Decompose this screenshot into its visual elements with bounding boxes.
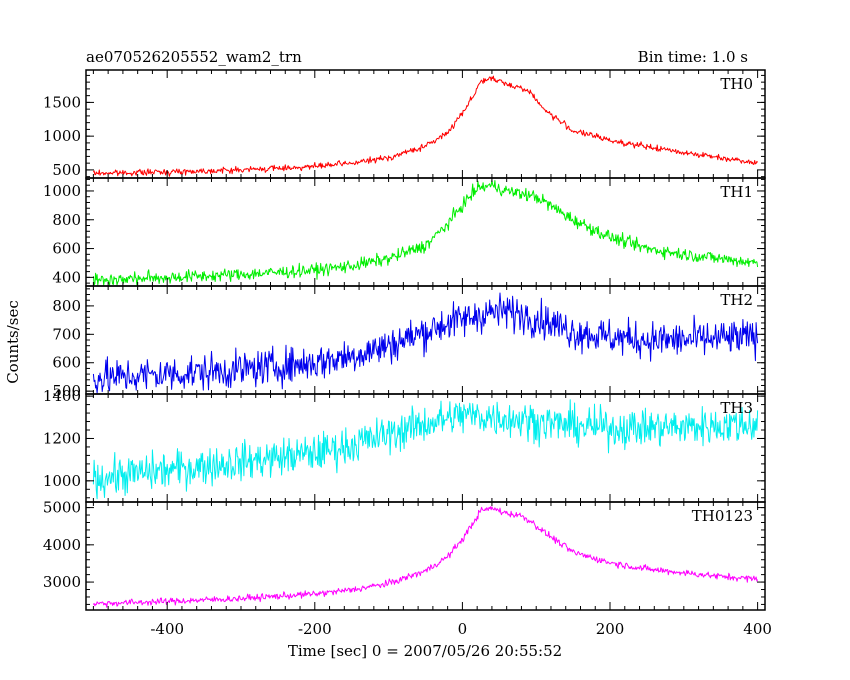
y-tick-label: 400: [52, 268, 81, 286]
y-tick-label: 1400: [43, 387, 81, 405]
panel-frame: [85, 501, 766, 611]
panel-frame: [85, 177, 766, 287]
x-tick-label: 0: [458, 620, 468, 638]
y-tick-label: 600: [52, 240, 81, 258]
series-line-th0123: [92, 506, 759, 608]
y-tick-label: 1200: [43, 429, 81, 447]
x-tick-label: -200: [298, 620, 332, 638]
panel-label-th1: TH1: [720, 183, 753, 201]
y-tick-label: 800: [52, 211, 81, 229]
y-tick-label: 1000: [43, 472, 81, 490]
y-tick-label: 500: [52, 161, 81, 179]
panels-group: 500 1000 1500 TH0 400 600 800 1000 TH1 500 600 700 8…: [43, 69, 772, 638]
x-tick-label: 200: [596, 620, 625, 638]
x-tick-label: -400: [150, 620, 184, 638]
panel-th0: 500 1000 1500 TH0: [43, 69, 766, 179]
y-tick-label: 600: [52, 354, 81, 372]
y-tick-label: 500: [52, 382, 81, 400]
series-line-th3: [92, 399, 759, 500]
x-axis-label: Time [sec] 0 = 2007/05/26 20:55:52: [288, 642, 562, 660]
y-tick-label: 1000: [43, 127, 81, 145]
y-tick-label: 1000: [43, 182, 81, 200]
panel-frame: [85, 69, 766, 179]
chart-title: ae070526205552_wam2_trn: [86, 48, 302, 66]
panel-label-th2: TH2: [720, 291, 753, 309]
y-tick-label: 5000: [43, 499, 81, 517]
y-tick-label: 4000: [43, 536, 81, 554]
series-line-th0: [92, 75, 759, 177]
y-axis-label: Counts/sec: [4, 300, 22, 384]
x-tick-label: 400: [743, 620, 772, 638]
y-tick-label: 800: [52, 297, 81, 315]
bin-time-label: Bin time: 1.0 s: [638, 48, 748, 66]
panel-th2: 500 600 700 800 TH2: [52, 285, 766, 400]
panel-th1: 400 600 800 1000 TH1: [43, 177, 766, 287]
panel-label-th3: TH3: [720, 399, 753, 417]
series-line-th1: [92, 179, 759, 286]
panel-label-th0123: TH0123: [692, 507, 753, 525]
panel-th0123: 3000 4000 5000 TH0123: [43, 499, 766, 611]
panel-label-th0: TH0: [720, 75, 753, 93]
series-line-th2: [92, 292, 759, 394]
panel-th3: 1000 1200 1400 TH3: [43, 387, 766, 503]
y-tick-label: 1500: [43, 93, 81, 111]
y-tick-label: 3000: [43, 573, 81, 591]
y-tick-label: 700: [52, 325, 81, 343]
panel-frame: [85, 393, 766, 503]
